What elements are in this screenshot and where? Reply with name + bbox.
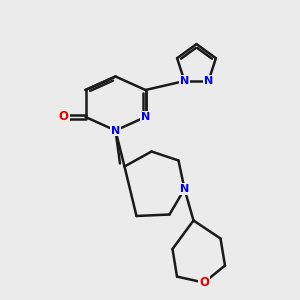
Text: N: N xyxy=(180,76,189,86)
Text: N: N xyxy=(111,125,120,136)
Text: N: N xyxy=(180,184,189,194)
Text: N: N xyxy=(204,76,213,86)
Text: N: N xyxy=(141,112,150,122)
Text: O: O xyxy=(58,110,69,124)
Text: O: O xyxy=(199,276,209,289)
